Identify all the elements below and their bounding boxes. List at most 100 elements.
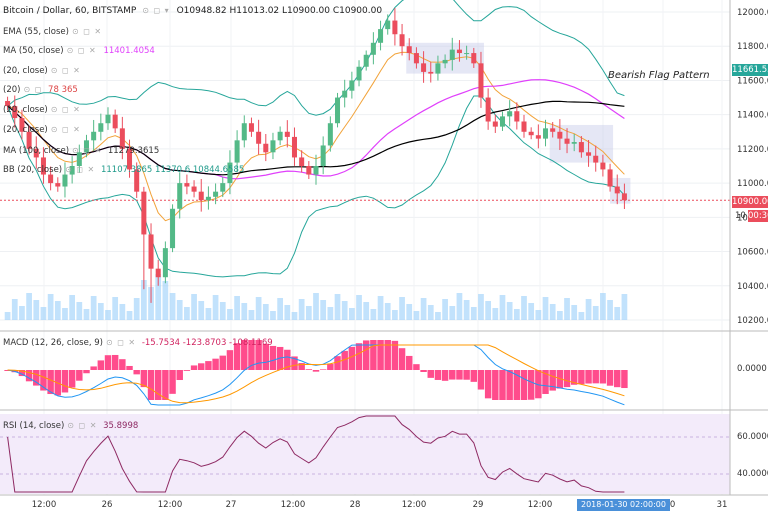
volume-bar	[571, 305, 578, 320]
candle	[184, 174, 190, 195]
macd-hist-bar	[463, 370, 470, 380]
indicator-4[interactable]: (20) ⊙ ◻ 78 365	[3, 85, 78, 95]
candle-body	[600, 162, 606, 170]
candle-body	[26, 131, 32, 149]
candle	[392, 8, 398, 46]
macd-hist-bar	[599, 370, 607, 384]
candle-body	[170, 208, 176, 249]
candle	[342, 79, 348, 108]
indicator-ma100[interactable]: MA (100, close) ⊙ ◻ ✕ 11279.3615	[3, 146, 160, 156]
candle-body	[62, 174, 68, 187]
indicator-5[interactable]: (20, close) ⊙ ◻ ✕	[3, 105, 81, 115]
macd-hist-bar	[190, 365, 198, 370]
legend-controls[interactable]: ⊙ ◻ ▾	[142, 6, 170, 15]
candle	[478, 51, 484, 108]
macd-hist-bar	[413, 364, 420, 370]
candle	[485, 88, 491, 130]
volume-bar	[33, 300, 40, 320]
macd-hist-bar	[176, 370, 183, 381]
volume-bar	[126, 311, 133, 320]
candle	[428, 61, 434, 83]
candle	[514, 102, 520, 130]
candle-body	[291, 136, 297, 158]
volume-bar	[198, 301, 205, 320]
candle	[571, 133, 577, 152]
volume-bar	[26, 293, 32, 320]
candle-body	[234, 140, 240, 163]
volume-bar	[284, 305, 291, 320]
candle-body	[543, 128, 549, 139]
indicator-ma50[interactable]: MA (50, close) ⊙ ◻ ✕ 11401.4054	[3, 46, 155, 56]
price-tick-label: 11400.00	[737, 111, 768, 121]
candle-body	[241, 123, 247, 141]
volume-bar	[291, 312, 298, 320]
indicator-6[interactable]: (20, close) ⊙ ◻ ✕	[3, 125, 81, 135]
candle-body	[349, 80, 355, 91]
indicator-3[interactable]: (20, close) ⊙ ◻ ✕	[3, 66, 81, 76]
candle	[378, 20, 384, 51]
candle-body	[578, 142, 584, 153]
time-tick-label: 29	[473, 500, 484, 510]
candle	[234, 130, 240, 172]
macd-hist-bar	[284, 349, 291, 370]
volume-bar	[97, 303, 104, 320]
volume-bar	[621, 294, 628, 320]
candle	[40, 147, 46, 184]
rsi-line	[7, 415, 625, 493]
volume-bar	[363, 302, 370, 320]
macd-hist-bar	[33, 370, 40, 386]
volume-bar	[564, 298, 570, 320]
volume-bar	[456, 293, 463, 320]
macd-hist-bar	[298, 363, 305, 370]
macd-hist-bar	[104, 355, 112, 370]
volume-bar	[377, 296, 384, 320]
macd-hist-bar	[305, 369, 313, 370]
candle	[170, 204, 176, 253]
candle	[586, 139, 592, 167]
candle	[578, 136, 584, 158]
macd-hist-bar	[76, 370, 83, 381]
last-price-tag: 10900.00	[732, 196, 768, 208]
volume-bar	[40, 307, 47, 320]
candle-body	[306, 166, 312, 175]
candle-body	[277, 131, 283, 141]
macd-hist-bar	[162, 370, 169, 400]
candle-body	[98, 123, 104, 132]
volume-bar	[62, 308, 68, 320]
macd-hist-bar	[183, 370, 191, 371]
rsi-band	[0, 414, 730, 494]
macd-hist-bar	[255, 340, 262, 370]
candle-body	[335, 97, 341, 124]
indicator-bb[interactable]: BB (20, close) ⊙ ◻ ✕ 11107.3865 11370.6 1…	[3, 165, 245, 175]
candle	[543, 119, 549, 147]
rsi-legend[interactable]: RSI (14, close) ⊙ ◻ ✕ 35.8998	[3, 421, 139, 431]
candle-body	[514, 111, 520, 122]
candle-body	[370, 42, 376, 55]
candle	[306, 161, 312, 180]
volume-bar	[76, 302, 83, 320]
macd-hist-bar	[262, 343, 270, 370]
macd-legend[interactable]: MACD (12, 26, close, 9) ⊙ ◻ ✕ -15.7534 -1…	[3, 338, 273, 348]
volume-bar	[549, 304, 556, 320]
macd-hist-bar	[233, 343, 241, 370]
volume-bar	[47, 294, 54, 320]
volume-bar	[133, 298, 140, 320]
candle-body	[456, 49, 462, 54]
macd-hist-bar	[269, 345, 277, 370]
volume-bar	[485, 301, 492, 320]
candle-body	[399, 34, 405, 47]
candle-body	[256, 131, 262, 144]
volume-bar	[320, 300, 327, 320]
volume-bar	[435, 312, 441, 320]
candle	[291, 127, 297, 166]
candle	[98, 113, 104, 141]
candle	[421, 51, 427, 83]
candle-body	[313, 166, 319, 175]
candle	[48, 166, 54, 191]
indicator-ema55[interactable]: EMA (55, close) ⊙ ◻ ✕	[3, 27, 103, 37]
price-tick-label: 11800.00	[737, 42, 768, 52]
bearish-flag-annotation: Bearish Flag Pattern	[608, 70, 710, 81]
candle-body	[248, 123, 254, 132]
candle	[205, 186, 211, 210]
